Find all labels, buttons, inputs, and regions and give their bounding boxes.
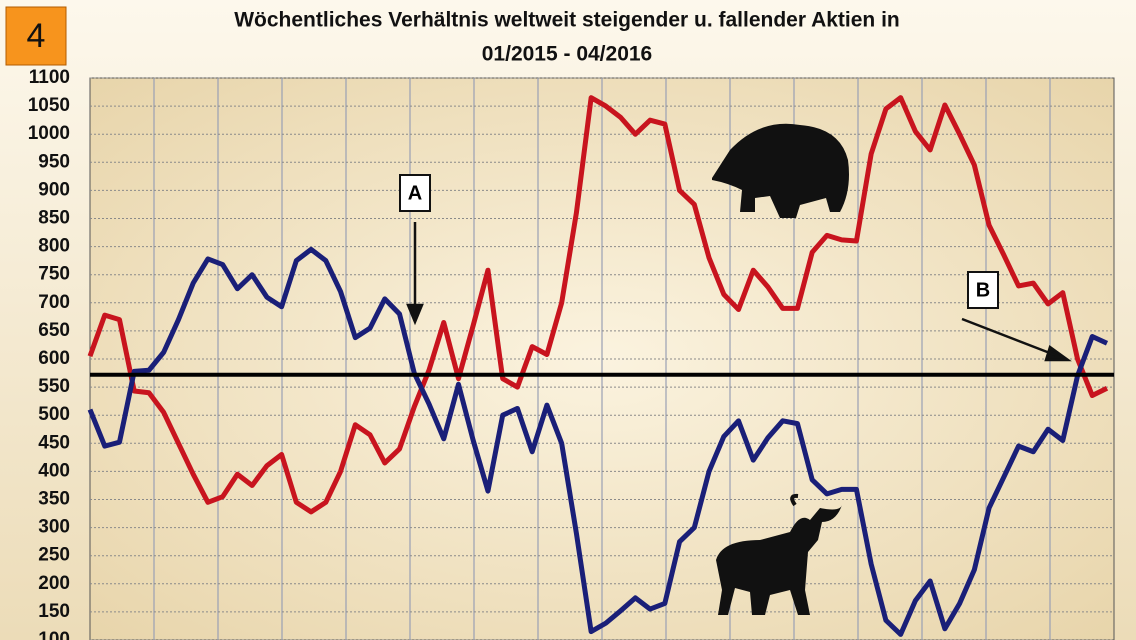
y-tick-label: 550 bbox=[38, 376, 70, 397]
y-tick-label: 500 bbox=[38, 404, 70, 425]
badge-text: 4 bbox=[27, 17, 46, 55]
y-tick-label: 850 bbox=[38, 208, 70, 229]
annotation-arrow bbox=[406, 222, 424, 326]
y-tick-label: 200 bbox=[38, 573, 70, 594]
chart-title: 01/2015 - 04/2016 bbox=[482, 43, 652, 66]
annotation-box bbox=[399, 174, 431, 212]
y-tick-label: 300 bbox=[38, 517, 70, 538]
y-tick-label: 1050 bbox=[28, 95, 70, 116]
y-tick-label: 650 bbox=[38, 320, 70, 341]
y-tick-label: 900 bbox=[38, 179, 70, 200]
series-line bbox=[87, 246, 1109, 637]
bear-icon bbox=[712, 123, 849, 218]
y-tick-label: 950 bbox=[38, 151, 70, 172]
annotation: A bbox=[408, 182, 422, 204]
y-tick-label: 450 bbox=[38, 432, 70, 453]
y-tick-label: 1100 bbox=[29, 67, 70, 88]
y-tick-label: 700 bbox=[38, 292, 70, 313]
annotation-box bbox=[967, 271, 999, 309]
lines bbox=[87, 95, 1109, 637]
annotation: B bbox=[976, 279, 990, 301]
annotation-arrow bbox=[961, 317, 1072, 362]
bull-icon bbox=[716, 493, 842, 615]
chart-title: Wöchentliches Verhältnis weltweit steige… bbox=[234, 9, 900, 32]
y-tick-label: 250 bbox=[38, 545, 70, 566]
badge bbox=[5, 6, 67, 66]
y-tick-label: 750 bbox=[38, 264, 70, 285]
y-tick-label: 800 bbox=[38, 236, 70, 257]
y-tick-label: 350 bbox=[38, 489, 70, 510]
y-tick-label: 600 bbox=[38, 348, 70, 369]
y-tick-label: 400 bbox=[38, 460, 70, 481]
y-tick-label: 100 bbox=[38, 629, 70, 640]
series-line bbox=[87, 95, 1109, 515]
y-tick-label: 1000 bbox=[28, 123, 70, 144]
y-tick-label: 150 bbox=[38, 601, 70, 622]
